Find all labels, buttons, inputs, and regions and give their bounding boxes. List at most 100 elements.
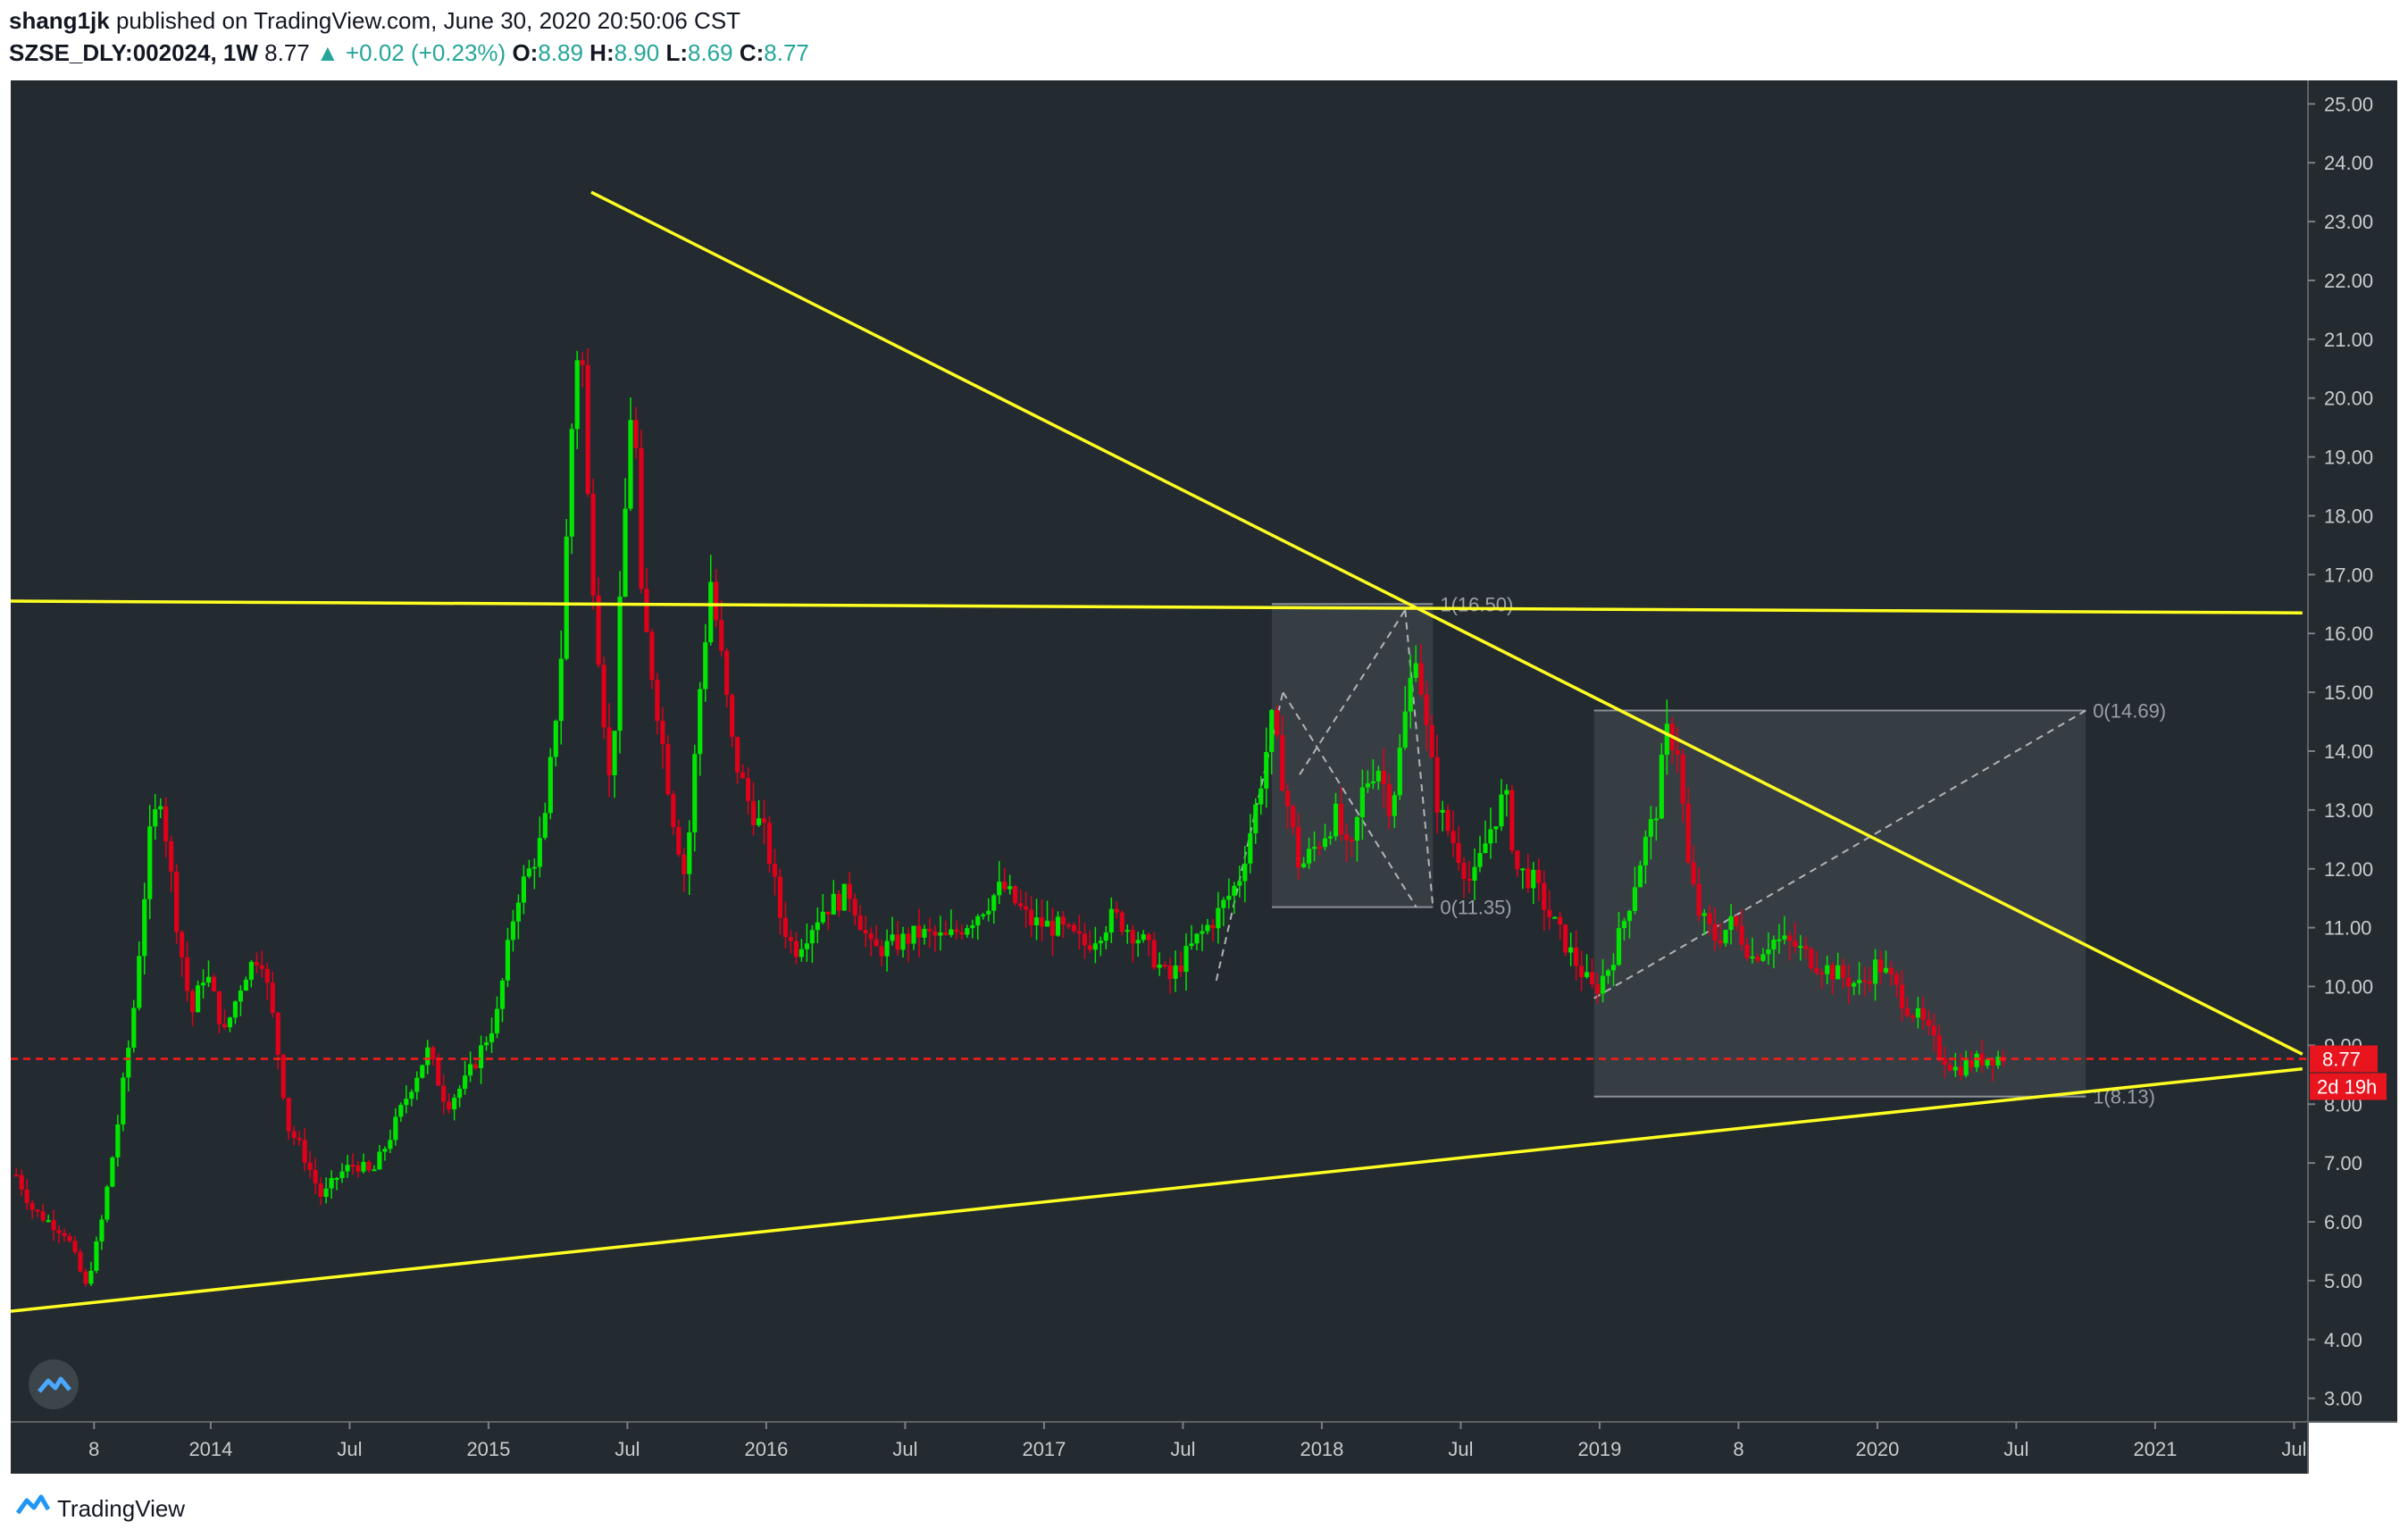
candle-body — [911, 925, 916, 944]
candle-body — [13, 1174, 19, 1177]
y-axis-labels: 3.004.005.006.007.008.009.0010.0011.0012… — [2308, 93, 2373, 1410]
candle-body — [126, 1048, 131, 1078]
candle-body — [1990, 1059, 1995, 1066]
candle-body — [185, 957, 190, 991]
tradingview-brand[interactable]: TradingView — [57, 1495, 186, 1522]
candle-body — [72, 1241, 78, 1252]
candle-body — [585, 364, 590, 494]
candle-body — [494, 1008, 500, 1033]
candle-body — [1542, 882, 1547, 910]
y-tick-label: 15.00 — [2324, 681, 2373, 704]
x-tick-label: Jul — [2281, 1438, 2306, 1460]
candle-body — [94, 1241, 99, 1271]
candle-body — [1338, 803, 1344, 835]
candle-body — [841, 883, 847, 911]
candle-body — [1643, 836, 1648, 865]
candle-body — [927, 928, 932, 932]
candle-body — [687, 832, 692, 874]
candle-body — [1226, 895, 1232, 900]
candle-body — [280, 1055, 286, 1099]
candle-body — [302, 1140, 307, 1163]
candle-body — [1167, 965, 1173, 979]
candle-body — [1931, 1025, 1936, 1036]
candle-body — [782, 917, 789, 938]
candle-body — [1696, 883, 1701, 916]
candle-body — [1082, 933, 1087, 946]
candle-body — [180, 932, 185, 957]
chart-header: shang1jk published on TradingView.com, J… — [9, 4, 2385, 75]
candle-body — [510, 921, 516, 940]
candle-body — [1232, 885, 1237, 896]
candle-body — [1809, 949, 1814, 968]
candle-body — [1760, 954, 1766, 961]
candle-body — [1242, 863, 1248, 882]
candle-body — [1210, 924, 1216, 929]
y-tick-label: 23.00 — [2324, 211, 2373, 233]
candle-body — [1306, 848, 1312, 864]
y-tick-label: 7.00 — [2324, 1152, 2362, 1174]
y-tick-label: 11.00 — [2324, 917, 2371, 940]
candle-body — [959, 932, 965, 935]
publish-text: published on TradingView.com, June 30, 2… — [115, 7, 741, 34]
candle-body — [1600, 975, 1606, 994]
x-tick-label: 8 — [1733, 1438, 1743, 1460]
candle-body — [270, 982, 275, 1014]
candle-body — [1205, 924, 1210, 932]
symbol-label[interactable]: SZSE_DLY:002024, 1W — [9, 39, 258, 66]
candle-body — [35, 1209, 40, 1212]
candle-body — [1178, 965, 1183, 973]
open-value: 8.89 — [538, 39, 583, 66]
candle-body — [51, 1220, 56, 1231]
tradingview-logo-icon[interactable] — [14, 1490, 51, 1520]
candle-body — [1483, 843, 1488, 854]
candle-body — [1135, 940, 1141, 944]
candle-body — [153, 809, 158, 827]
candle-body — [1130, 930, 1135, 944]
candle-body — [698, 689, 703, 755]
candle-body — [1275, 709, 1280, 736]
candle-body — [313, 1169, 318, 1183]
candle-body — [644, 589, 649, 632]
author-name[interactable]: shang1jk — [9, 7, 110, 34]
candle-body — [863, 930, 868, 934]
candle-body — [174, 871, 180, 932]
candle-body — [1066, 924, 1072, 927]
candle-body — [345, 1165, 350, 1172]
candle-body — [1028, 909, 1034, 926]
y-tick-label: 13.00 — [2324, 799, 2373, 822]
candle-body — [216, 991, 222, 1024]
candle-body — [703, 642, 708, 690]
candle-body — [1504, 790, 1509, 795]
change-value: +0.02 (+0.23%) — [345, 39, 506, 66]
candle-body — [1552, 916, 1558, 919]
y-tick-label: 14.00 — [2324, 740, 2373, 763]
candle-body — [655, 680, 660, 722]
candle-body — [1327, 836, 1334, 839]
y-tick-label: 3.00 — [2324, 1388, 2362, 1410]
candle-body — [1280, 735, 1285, 791]
candle-body — [1173, 965, 1178, 979]
candle-body — [606, 727, 612, 775]
candle-body — [735, 737, 740, 773]
candle-body — [804, 943, 809, 949]
candle-body — [719, 620, 724, 651]
candle-body — [809, 930, 815, 944]
candle-body — [1616, 928, 1622, 965]
price-axis[interactable] — [2308, 80, 2397, 1422]
close-value: 8.77 — [764, 39, 809, 66]
time-axis[interactable] — [11, 1422, 2308, 1474]
candle-body — [264, 968, 270, 983]
candle-body — [1723, 930, 1728, 944]
y-tick-label: 4.00 — [2324, 1329, 2362, 1351]
candle-body — [884, 940, 890, 957]
candle-body — [553, 721, 558, 757]
price-chart[interactable]: 1(16.50)0(11.35)0(14.69)1(8.13) 3.004.00… — [0, 75, 2408, 1477]
candle-body — [105, 1186, 110, 1220]
candle-body — [681, 854, 687, 874]
y-tick-label: 18.00 — [2324, 505, 2373, 527]
candle-body — [1563, 924, 1568, 953]
candle-body — [1825, 965, 1830, 974]
candle-body — [1434, 756, 1440, 813]
candle-body — [222, 1024, 228, 1028]
candle-body — [1429, 724, 1434, 757]
